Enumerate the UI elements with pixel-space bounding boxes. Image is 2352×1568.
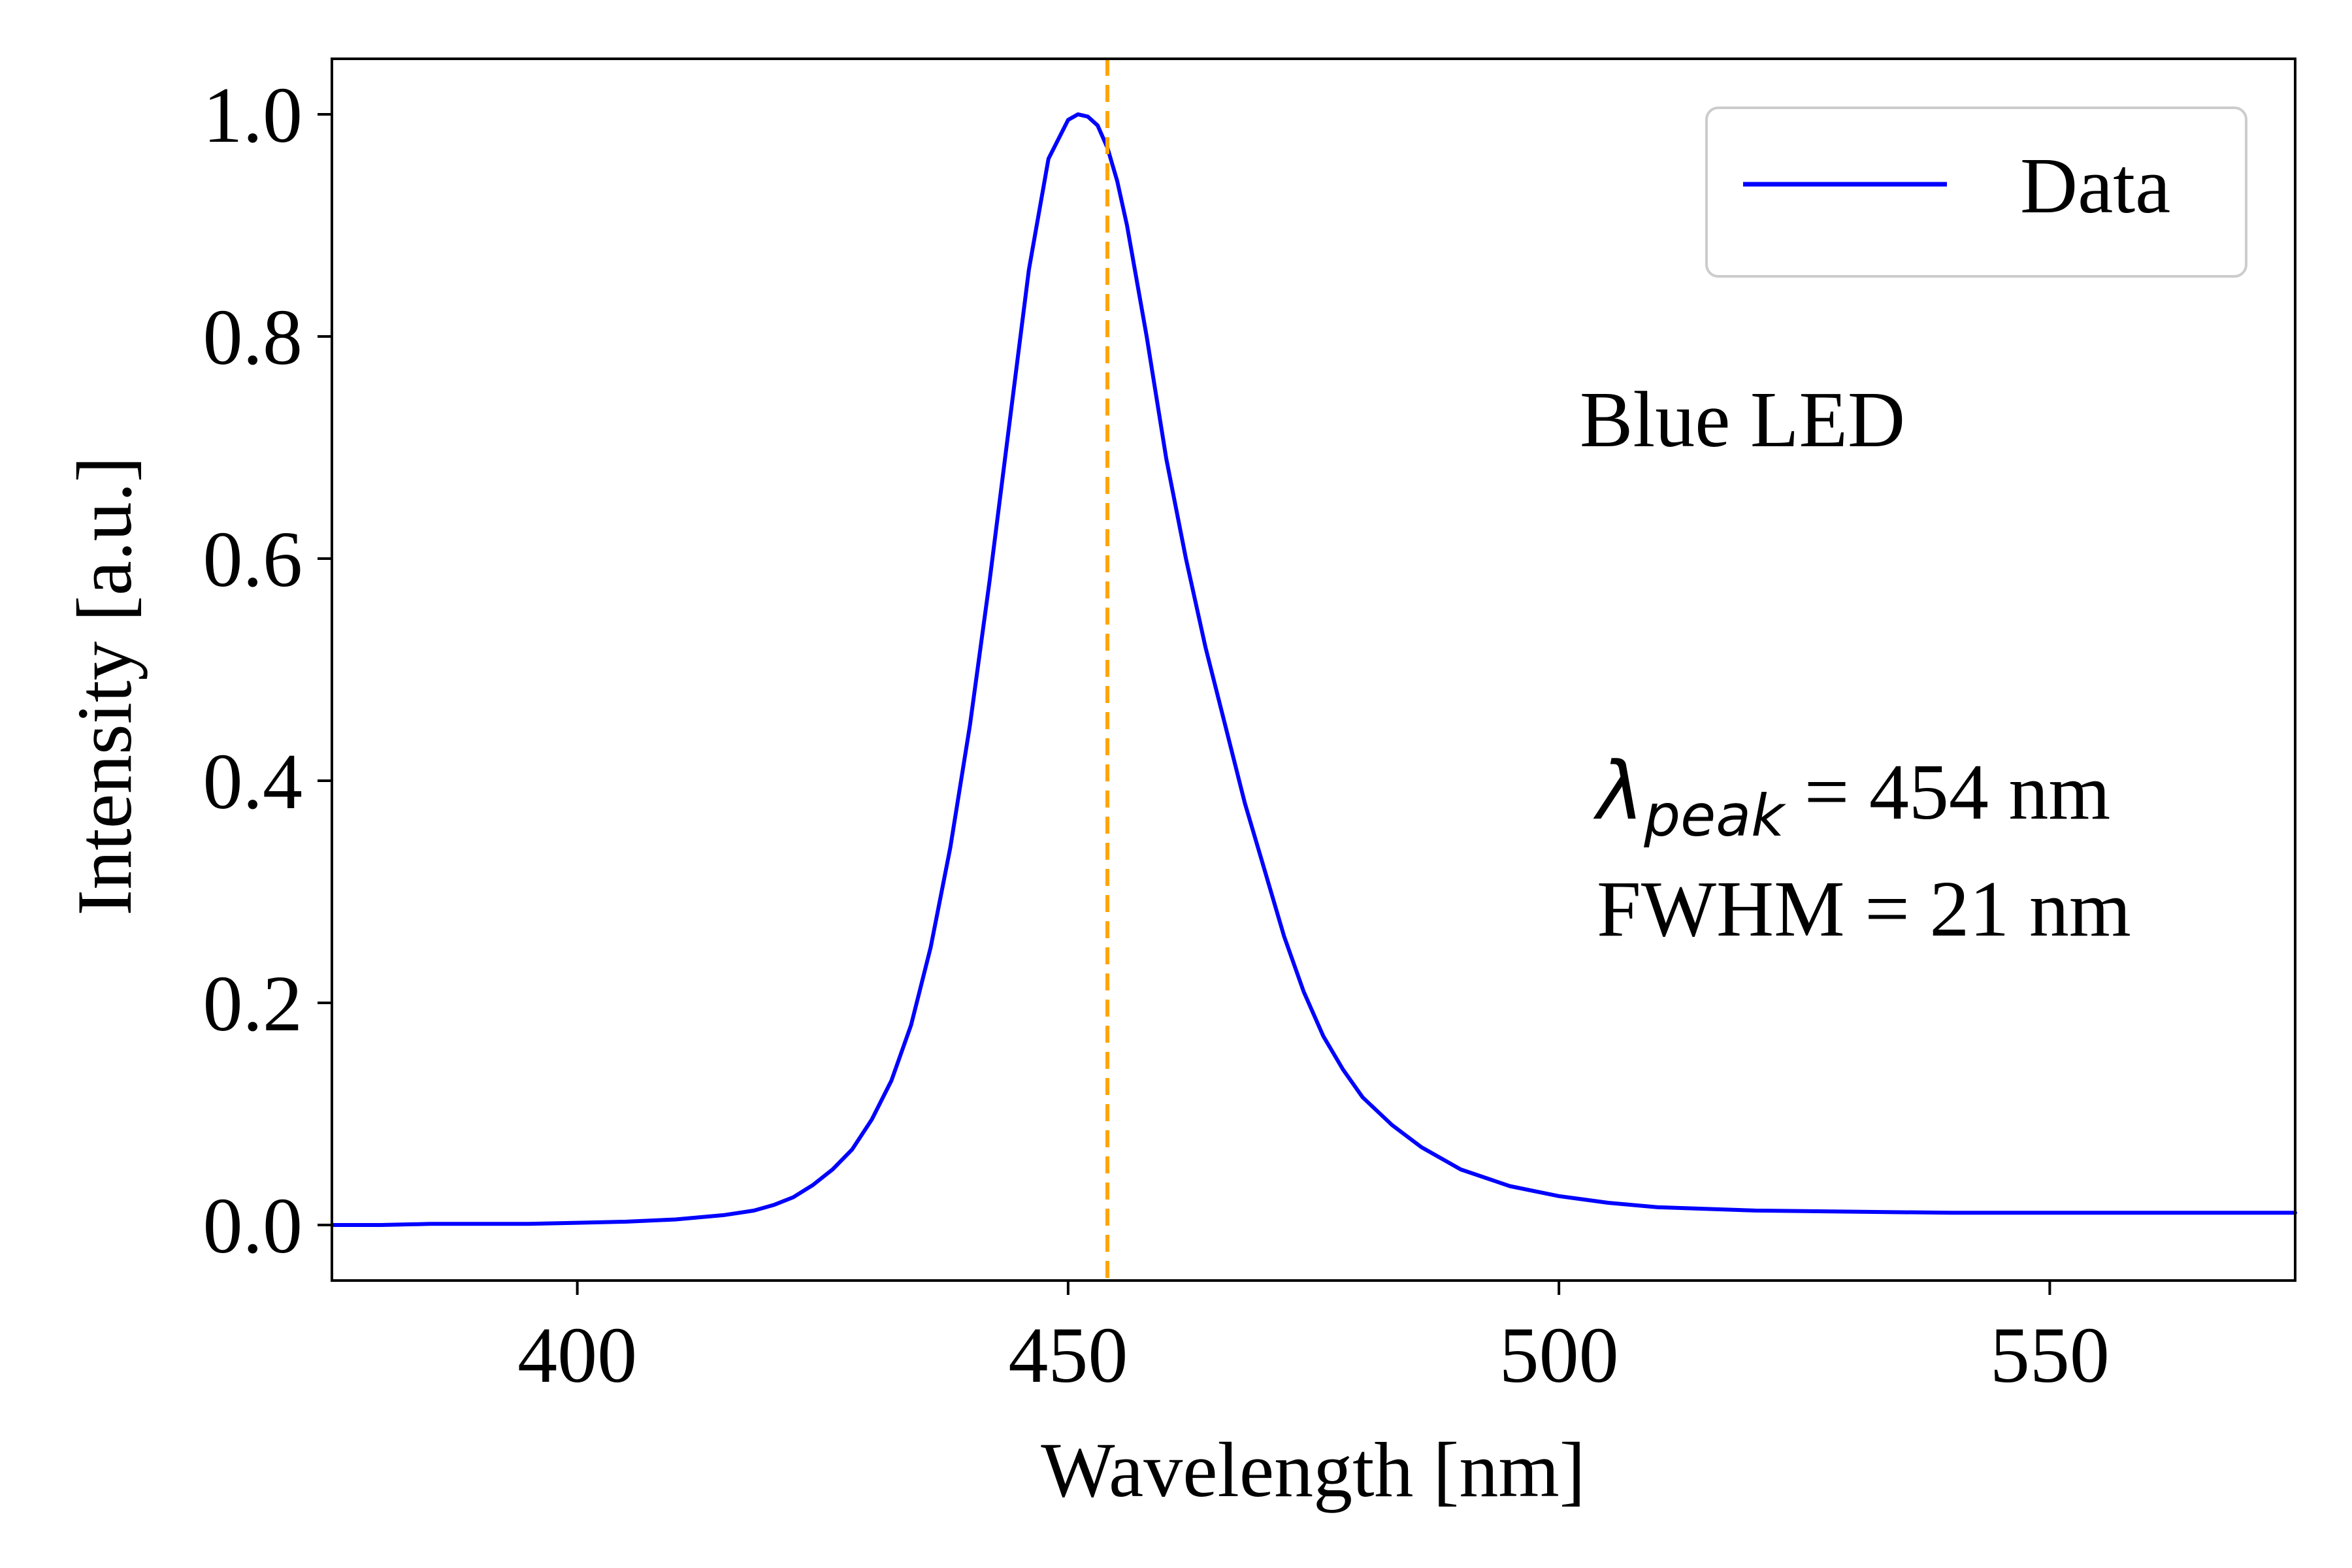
data-series-line xyxy=(330,112,2297,1227)
y-axis-label: Intensity [a.u.] xyxy=(61,456,148,915)
legend: Data xyxy=(1705,106,2247,278)
y-tick-label: 1.0 xyxy=(203,71,303,159)
plot-area xyxy=(330,59,2297,1281)
legend-label: Data xyxy=(2020,142,2170,230)
annotation-fwhm: FWHM = 21 nm xyxy=(1597,865,2131,953)
y-tick-label: 0.8 xyxy=(203,293,303,382)
lambda-subscript: peak xyxy=(1643,782,1786,849)
annotation-peak: λpeak = 454 nm xyxy=(1593,745,2110,849)
x-axis-ticks: 400 450 500 550 xyxy=(517,1281,2110,1399)
x-tick-label: 450 xyxy=(1008,1311,1128,1399)
y-tick-label: 0.4 xyxy=(203,738,303,826)
x-tick-label: 550 xyxy=(1990,1311,2110,1399)
x-tick-label: 500 xyxy=(1499,1311,1619,1399)
y-tick-label: 0.0 xyxy=(203,1182,303,1270)
legend-box xyxy=(1705,106,2247,278)
peak-value: = 454 nm xyxy=(1784,748,2110,836)
y-tick-label: 0.2 xyxy=(203,960,303,1048)
lambda-symbol: λ xyxy=(1593,745,1644,838)
axes-frame xyxy=(331,57,2296,1282)
y-tick-label: 0.6 xyxy=(203,515,303,604)
y-axis-ticks: 0.0 0.2 0.4 0.6 0.8 1.0 xyxy=(203,71,332,1270)
x-axis-label: Wavelength [nm] xyxy=(1041,1426,1585,1513)
annotation-title: Blue LED xyxy=(1580,376,1905,464)
x-tick-label: 400 xyxy=(517,1311,637,1399)
